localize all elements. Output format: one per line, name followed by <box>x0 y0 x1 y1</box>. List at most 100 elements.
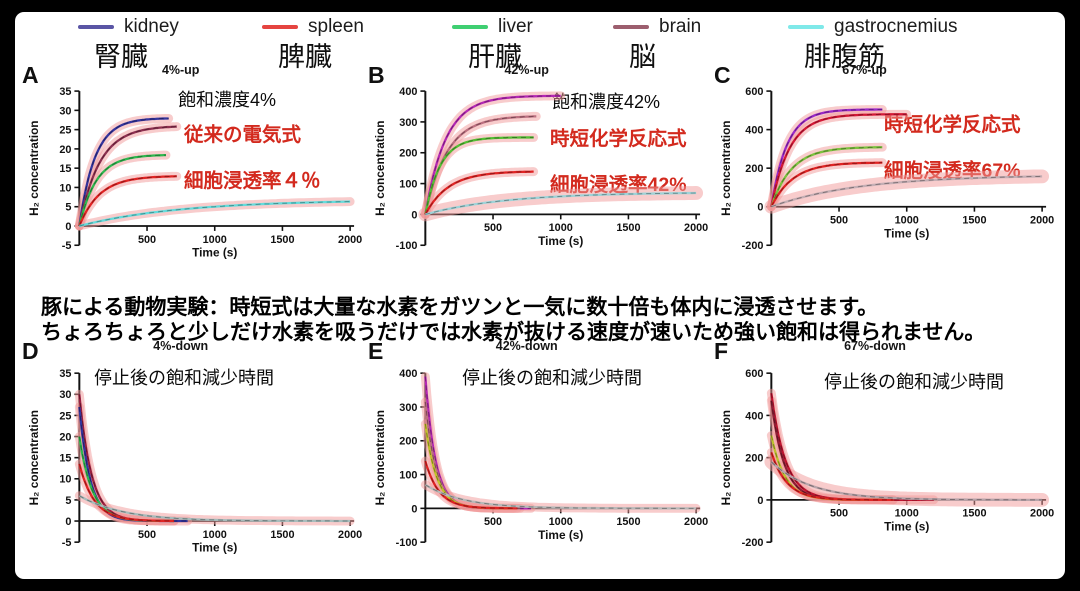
svg-text:-5: -5 <box>62 240 72 252</box>
svg-text:400: 400 <box>399 368 417 380</box>
panel-letter: F <box>714 338 729 364</box>
svg-text:-100: -100 <box>396 537 418 549</box>
legend-label-en: kidney <box>124 16 179 37</box>
panel-letter: B <box>368 62 385 88</box>
svg-text:1500: 1500 <box>270 529 294 541</box>
svg-text:-200: -200 <box>742 537 764 549</box>
svg-text:1000: 1000 <box>203 529 227 541</box>
svg-text:1000: 1000 <box>895 215 919 227</box>
figure-caption: 豚による動物実験：時短式は大量な水素をガツンと一気に数十倍も体内に浸透させます。… <box>41 295 985 345</box>
svg-text:500: 500 <box>138 529 156 541</box>
panel-letter: D <box>22 338 39 364</box>
chart-A: 35 30 25 20 15 10 5 0 -5 500 1000 1500 2000 Time (s) H… <box>27 86 362 260</box>
svg-text:400: 400 <box>745 410 763 422</box>
svg-text:200: 200 <box>745 453 763 465</box>
legend-item-spleen: spleen 脾臓 <box>262 16 364 74</box>
gastrocnemius-line-icon <box>788 25 824 29</box>
decay-note: 停止後の飽和減少時間 <box>94 368 274 388</box>
svg-text:0: 0 <box>757 495 763 507</box>
red-note-line1: 時短化学反応式 <box>550 128 687 150</box>
svg-text:2000: 2000 <box>338 234 362 246</box>
svg-text:600: 600 <box>745 368 763 380</box>
svg-text:200: 200 <box>399 148 417 160</box>
svg-text:1500: 1500 <box>962 215 986 227</box>
svg-text:15: 15 <box>59 163 71 175</box>
svg-text:500: 500 <box>484 516 502 528</box>
svg-text:H₂ concentration: H₂ concentration <box>27 410 41 505</box>
svg-text:1500: 1500 <box>616 516 640 528</box>
svg-text:300: 300 <box>399 117 417 129</box>
svg-text:500: 500 <box>830 215 848 227</box>
panel-title: 4%-up <box>161 63 200 77</box>
svg-text:15: 15 <box>59 453 71 465</box>
svg-text:200: 200 <box>745 163 763 175</box>
red-annotation: 従来の電気式 細胞浸透率４％ <box>184 118 321 193</box>
svg-text:Time (s): Time (s) <box>884 520 929 534</box>
svg-text:0: 0 <box>757 202 763 214</box>
svg-text:0: 0 <box>411 209 417 221</box>
panel-title: 67%-up <box>842 63 887 77</box>
svg-text:30: 30 <box>59 389 71 401</box>
svg-text:10: 10 <box>59 474 71 486</box>
caption-line-1: 豚による動物実験：時短式は大量な水素をガツンと一気に数十倍も体内に浸透させます。 <box>41 296 879 319</box>
svg-text:1500: 1500 <box>616 222 640 234</box>
svg-text:1000: 1000 <box>549 222 573 234</box>
svg-text:2000: 2000 <box>1030 215 1054 227</box>
svg-text:1500: 1500 <box>270 234 294 246</box>
svg-text:30: 30 <box>59 105 71 117</box>
svg-text:-200: -200 <box>742 240 764 252</box>
svg-text:0: 0 <box>65 516 71 528</box>
svg-text:600: 600 <box>745 86 763 98</box>
svg-text:H₂ concentration: H₂ concentration <box>373 410 387 505</box>
panel-F: F 67%-down 停止後の飽和減少時間 600 400 200 0 -200 500 1… <box>714 338 1064 583</box>
svg-text:200: 200 <box>399 436 417 448</box>
svg-text:-5: -5 <box>62 537 72 549</box>
panel-title: 42%-down <box>495 339 558 353</box>
panel-D: D 4%-down 停止後の飽和減少時間 35 30 25 20 15 10 5 0 -5 500… <box>22 338 367 583</box>
panel-letter: C <box>714 62 731 88</box>
legend-item-liver: liver 肝臓 <box>452 16 533 74</box>
svg-text:Time (s): Time (s) <box>538 528 583 542</box>
kidney-line-icon <box>78 25 114 29</box>
svg-text:H₂ concentration: H₂ concentration <box>27 120 41 215</box>
liver-line-icon <box>452 25 488 29</box>
svg-text:2000: 2000 <box>684 516 708 528</box>
panel-letter: A <box>22 62 39 88</box>
legend-label-jp: 肝臓 <box>468 42 522 72</box>
svg-text:400: 400 <box>745 125 763 137</box>
svg-text:20: 20 <box>59 431 71 443</box>
svg-text:35: 35 <box>59 368 71 380</box>
red-note-line1: 時短化学反応式 <box>884 114 1021 136</box>
svg-text:100: 100 <box>399 179 417 191</box>
decay-note: 停止後の飽和減少時間 <box>462 368 642 388</box>
svg-text:500: 500 <box>484 222 502 234</box>
svg-text:1500: 1500 <box>962 508 986 520</box>
svg-text:35: 35 <box>59 86 71 98</box>
svg-text:0: 0 <box>411 503 417 515</box>
svg-text:2000: 2000 <box>1030 508 1054 520</box>
chart-D: 35 30 25 20 15 10 5 0 -5 500 1000 1500 2000 Time (s) H… <box>27 368 362 555</box>
svg-text:Time (s): Time (s) <box>192 541 237 555</box>
legend-item-kidney: kidney 腎臓 <box>78 16 179 74</box>
figure-canvas: kidney 腎臓 spleen 脾臓 liver 肝臓 brain 脳 gas… <box>15 12 1065 579</box>
svg-text:-100: -100 <box>396 240 418 252</box>
caption-line-2: ちょろちょろと少しだけ水素を吸うだけでは水素が抜ける速度が速いため強い飽和は得ら… <box>41 321 986 344</box>
svg-text:500: 500 <box>830 508 848 520</box>
svg-text:300: 300 <box>399 402 417 414</box>
legend-label-jp: 腓腹筋 <box>804 42 885 72</box>
legend-label-jp: 腎臓 <box>94 42 148 72</box>
legend-label-jp: 脾臓 <box>278 42 332 72</box>
svg-text:H₂ concentration: H₂ concentration <box>373 120 387 215</box>
svg-text:Time (s): Time (s) <box>884 226 929 240</box>
svg-text:1000: 1000 <box>895 508 919 520</box>
panel-C: C 67%-up 時短化学反応式 細胞浸透率67% 600 400 200 0 -200… <box>714 62 1064 290</box>
panel-title: 67%-down <box>844 339 906 353</box>
svg-text:20: 20 <box>59 144 71 156</box>
panel-letter: E <box>368 338 384 364</box>
svg-text:2000: 2000 <box>684 222 708 234</box>
decay-note: 停止後の飽和減少時間 <box>824 372 1004 392</box>
saturation-note: 飽和濃度4% <box>178 90 277 110</box>
spleen-line-icon <box>262 25 298 29</box>
